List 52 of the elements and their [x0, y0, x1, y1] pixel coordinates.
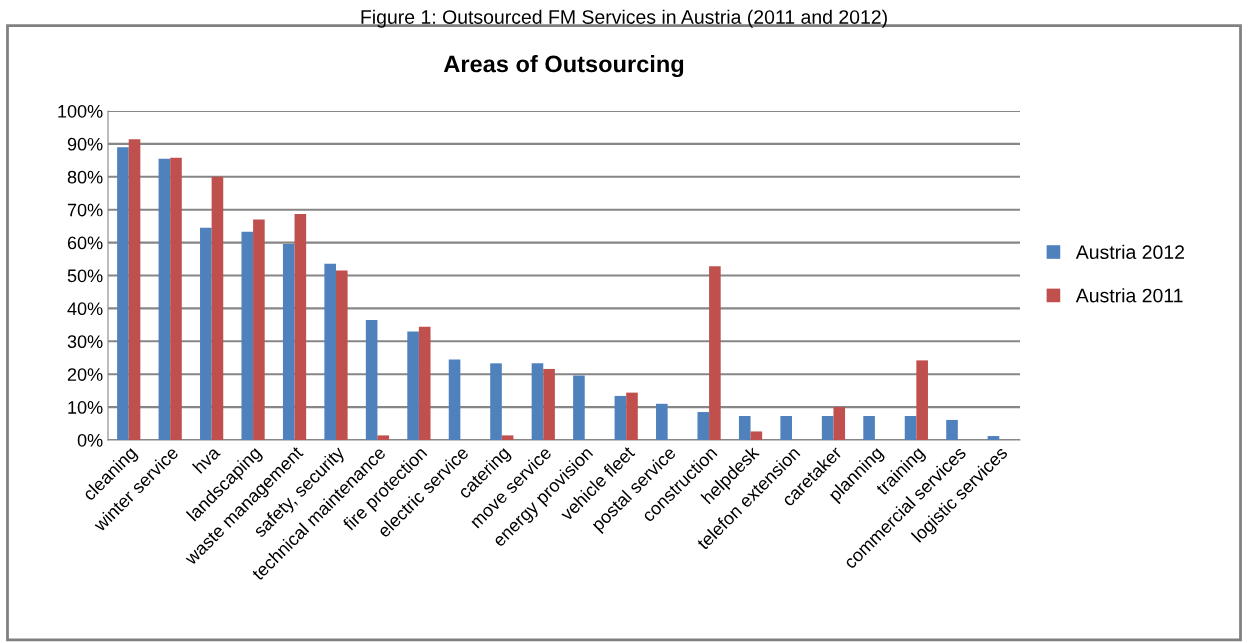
bar — [282, 243, 295, 440]
bar — [365, 319, 378, 440]
bar — [863, 415, 875, 440]
bar — [128, 139, 141, 440]
bar — [750, 431, 763, 440]
bar — [987, 436, 1000, 440]
legend-label: Austria 2011 — [1075, 288, 1183, 303]
bar — [709, 266, 721, 440]
bar — [573, 375, 585, 440]
bar — [501, 435, 514, 440]
bar — [324, 263, 336, 440]
y-tick-label: 0% — [77, 433, 103, 447]
bar — [377, 435, 390, 440]
y-tick-label: 100% — [58, 104, 103, 118]
bar — [158, 158, 171, 440]
bar — [407, 331, 419, 440]
bar — [531, 363, 544, 440]
y-tick-label: 30% — [67, 335, 103, 349]
bar — [336, 270, 348, 440]
bar — [418, 326, 431, 440]
bar — [946, 419, 958, 440]
bar — [626, 392, 638, 440]
bar — [916, 360, 928, 440]
y-tick-label: 80% — [67, 170, 103, 184]
bar — [490, 363, 502, 440]
bar — [241, 231, 254, 440]
bar — [821, 415, 834, 440]
y-tick-label: 40% — [67, 302, 103, 316]
bar — [253, 219, 265, 440]
bar — [614, 395, 627, 440]
bar — [904, 415, 917, 440]
bar — [656, 403, 668, 440]
y-tick-label: 10% — [68, 401, 103, 414]
bar — [211, 176, 224, 440]
caption: Figure 1: Outsourced FM Services in Austria (2011 and 2012) — [361, 9, 887, 28]
chart-title: Areas of Outsourcing — [443, 55, 684, 78]
bar — [200, 227, 212, 440]
bar — [448, 359, 461, 440]
y-tick-label: 70% — [67, 203, 103, 217]
bar — [170, 157, 182, 440]
bar — [833, 407, 846, 440]
y-tick-label: 90% — [67, 137, 103, 151]
y-tick-label: 20% — [67, 368, 103, 381]
bar — [294, 213, 307, 440]
bar — [697, 412, 710, 440]
bar — [738, 415, 751, 440]
y-tick-label: 50% — [67, 269, 103, 283]
bar — [543, 368, 555, 440]
y-tick-label: 60% — [67, 236, 103, 250]
legend-label: Austria 2012 — [1075, 244, 1184, 260]
bar — [117, 147, 129, 440]
bar — [780, 415, 792, 440]
